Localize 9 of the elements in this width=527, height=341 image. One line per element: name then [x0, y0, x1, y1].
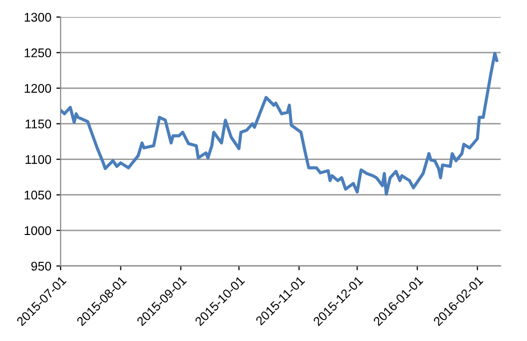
y-tick-label: 1250: [24, 48, 52, 58]
y-tick-label: 1000: [24, 226, 52, 236]
y-tick-label: 1050: [24, 190, 52, 200]
y-tick-label: 1100: [26, 155, 52, 164]
line-series: [60, 52, 498, 196]
y-tick-label: 1200: [24, 84, 52, 93]
y-tick-label: 1150: [26, 120, 52, 128]
y-tick-label: 1300: [24, 12, 52, 22]
y-tick-label: 950: [31, 262, 52, 271]
